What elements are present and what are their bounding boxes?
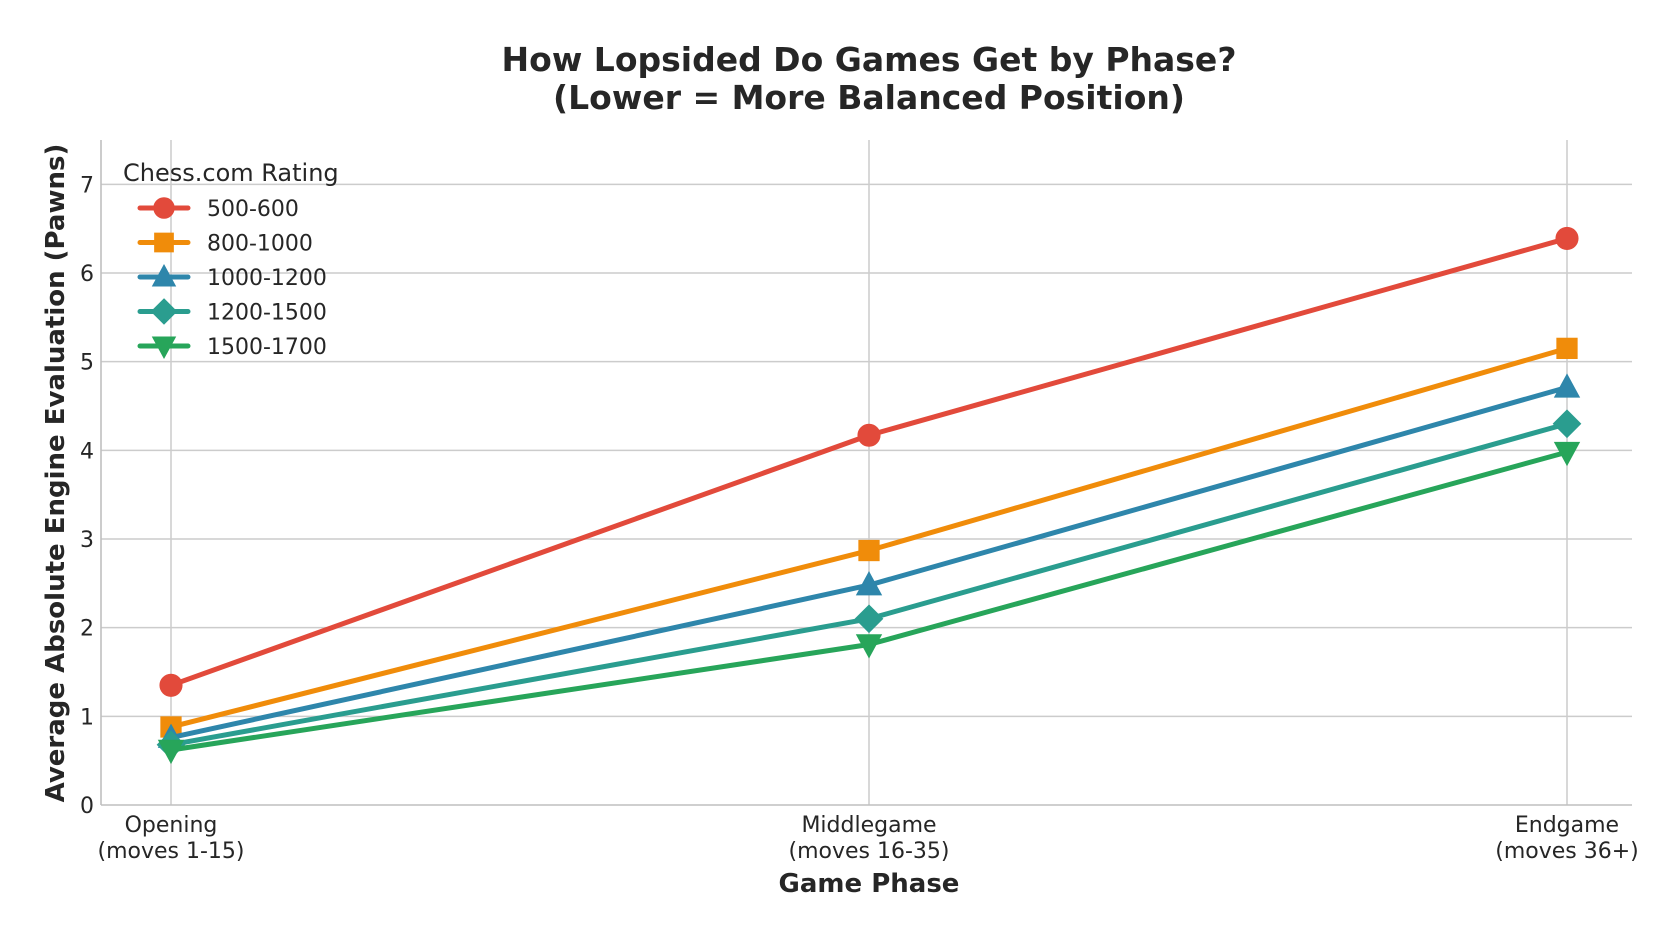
y-tick-label: 0 (80, 794, 94, 819)
legend-item-500-600: 500-600 (137, 197, 299, 222)
y-tick-label: 2 (80, 617, 94, 642)
data-point (858, 539, 880, 562)
x-tick-label: Opening (125, 813, 218, 838)
series-layer (156, 226, 1582, 765)
data-point (855, 571, 883, 596)
data-point (159, 673, 183, 697)
legend-label: 1200-1500 (207, 301, 327, 326)
legend-item-1000-1200: 1000-1200 (137, 263, 327, 291)
legend-marker (150, 298, 178, 325)
legend-item-800-1000: 800-1000 (137, 232, 313, 257)
data-point (855, 634, 883, 659)
data-point (157, 739, 185, 765)
data-point (857, 423, 881, 447)
y-tick-label: 7 (80, 173, 94, 198)
legend-label: 1000-1200 (207, 266, 327, 291)
x-tick-label: (moves 1-15) (98, 839, 245, 864)
legend-marker (151, 336, 177, 360)
x-tick-label: (moves 36+) (1495, 839, 1639, 864)
legend-label: 800-1000 (207, 232, 313, 257)
legend-label: 1500-1700 (207, 335, 327, 360)
legend-marker (154, 232, 174, 253)
data-point (1555, 226, 1579, 250)
y-tick-label: 1 (80, 705, 94, 730)
legend-marker (153, 197, 175, 219)
chart-title-line-1: How Lopsided Do Games Get by Phase? (502, 40, 1237, 79)
y-tick-label: 6 (80, 262, 94, 287)
legend-title: Chess.com Rating (123, 159, 339, 187)
data-point (854, 604, 884, 634)
legend: Chess.com Rating 500-600 800-1000 1000-120… (123, 159, 339, 360)
legend-item-1500-1700: 1500-1700 (137, 335, 327, 360)
y-axis-label: Average Absolute Engine Evaluation (Pawn… (41, 144, 71, 803)
x-tick-label: (moves 16-35) (789, 839, 950, 864)
data-point (1552, 409, 1582, 439)
series-1500-1700 (157, 441, 1581, 765)
series-1200-1500 (156, 409, 1582, 760)
legend-label: 500-600 (207, 197, 299, 222)
legend-item-1200-1500: 1200-1500 (137, 298, 327, 326)
x-tick-label: Endgame (1515, 813, 1619, 838)
series-500-600 (159, 226, 1579, 697)
y-tick-label: 5 (80, 351, 94, 376)
data-point (1553, 373, 1581, 398)
grid (101, 140, 1632, 805)
x-axis-label: Game Phase (779, 869, 960, 899)
data-point (1556, 337, 1578, 360)
data-point (1553, 441, 1581, 467)
chart-title-line-2: (Lower = More Balanced Position) (553, 78, 1185, 117)
y-tick-label: 3 (80, 528, 94, 553)
y-tick-label: 4 (80, 439, 94, 464)
legend-marker (151, 263, 177, 287)
x-tick-label: Middlegame (801, 813, 936, 838)
